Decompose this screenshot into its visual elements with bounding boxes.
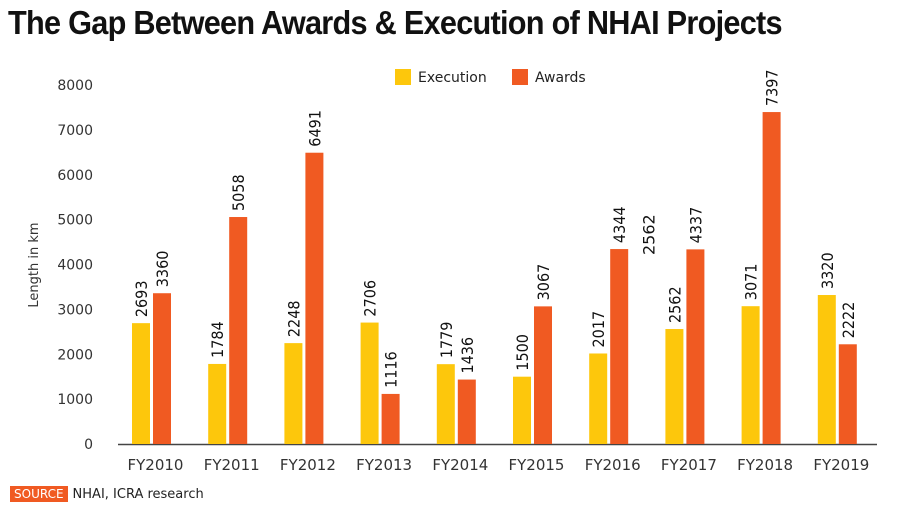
bar-execution [360,322,379,444]
bar-awards [838,344,857,444]
y-tick-label: 3000 [57,302,93,318]
stray-data-label: 2562 [640,214,659,255]
x-tick-label: FY2011 [204,456,260,474]
bar-awards [457,379,476,444]
data-label: 6491 [305,110,324,147]
data-label: 1116 [382,351,401,388]
x-tick-label: FY2015 [509,456,565,474]
y-tick-label: 0 [84,437,93,453]
legend-label: Awards [535,70,586,86]
bar-execution [208,363,227,444]
bar-awards [229,217,248,444]
legend-swatch [395,69,411,85]
legend-swatch [512,69,528,85]
data-label: 3360 [153,251,172,288]
chart-title: The Gap Between Awards & Execution of NH… [8,4,783,41]
bar-awards [534,306,552,444]
legend-label: Execution [418,70,487,86]
data-label: 4337 [686,207,705,244]
data-label: 3071 [742,264,761,301]
y-tick-label: 6000 [57,168,93,184]
bar-execution [513,376,531,444]
y-tick-label: 4000 [57,258,93,274]
data-label: 4344 [610,206,629,243]
data-label: 1784 [208,321,227,358]
bar-execution [284,343,303,444]
bar-execution [665,329,684,444]
data-label: 2017 [589,311,608,348]
data-label: 1436 [458,337,477,374]
bar-execution [741,306,760,444]
source-tag: SOURCE [10,486,68,502]
bar-execution [589,353,608,444]
x-tick-label: FY2018 [737,456,793,474]
y-tick-label: 2000 [57,347,93,363]
data-label: 2562 [665,286,684,323]
data-label: 2706 [361,280,380,317]
y-tick-label: 1000 [57,392,93,408]
source-note: SOURCE NHAI, ICRA research [10,486,204,502]
y-axis-label: Length in km [27,222,42,307]
data-label: 3320 [818,252,837,289]
x-tick-label: FY2019 [813,456,869,474]
x-tick-label: FY2017 [661,456,717,474]
data-label: 2693 [132,281,151,318]
x-tick-label: FY2016 [585,456,641,474]
bar-execution [436,364,455,444]
data-label: 7397 [763,69,782,106]
data-label: 1779 [437,322,456,359]
y-tick-label: 8000 [57,78,93,94]
bar-awards [686,249,705,444]
bar-awards [153,293,171,444]
data-label: 5058 [229,174,248,211]
x-tick-label: FY2010 [128,456,184,474]
bar-awards [610,249,629,444]
bar-awards [762,112,781,444]
x-tick-label: FY2014 [432,456,488,474]
source-text: NHAI, ICRA research [72,486,204,502]
data-label: 1500 [513,334,532,371]
data-label: 2222 [839,302,858,339]
x-tick-label: FY2013 [356,456,412,474]
data-label: 2248 [284,300,303,337]
y-tick-label: 5000 [57,213,93,229]
bar-execution [817,295,836,444]
bar-awards [305,152,324,444]
y-tick-label: 7000 [57,123,93,139]
data-label: 3067 [534,264,553,301]
bar-execution [132,323,150,444]
bar-awards [381,393,400,444]
x-tick-label: FY2012 [280,456,336,474]
